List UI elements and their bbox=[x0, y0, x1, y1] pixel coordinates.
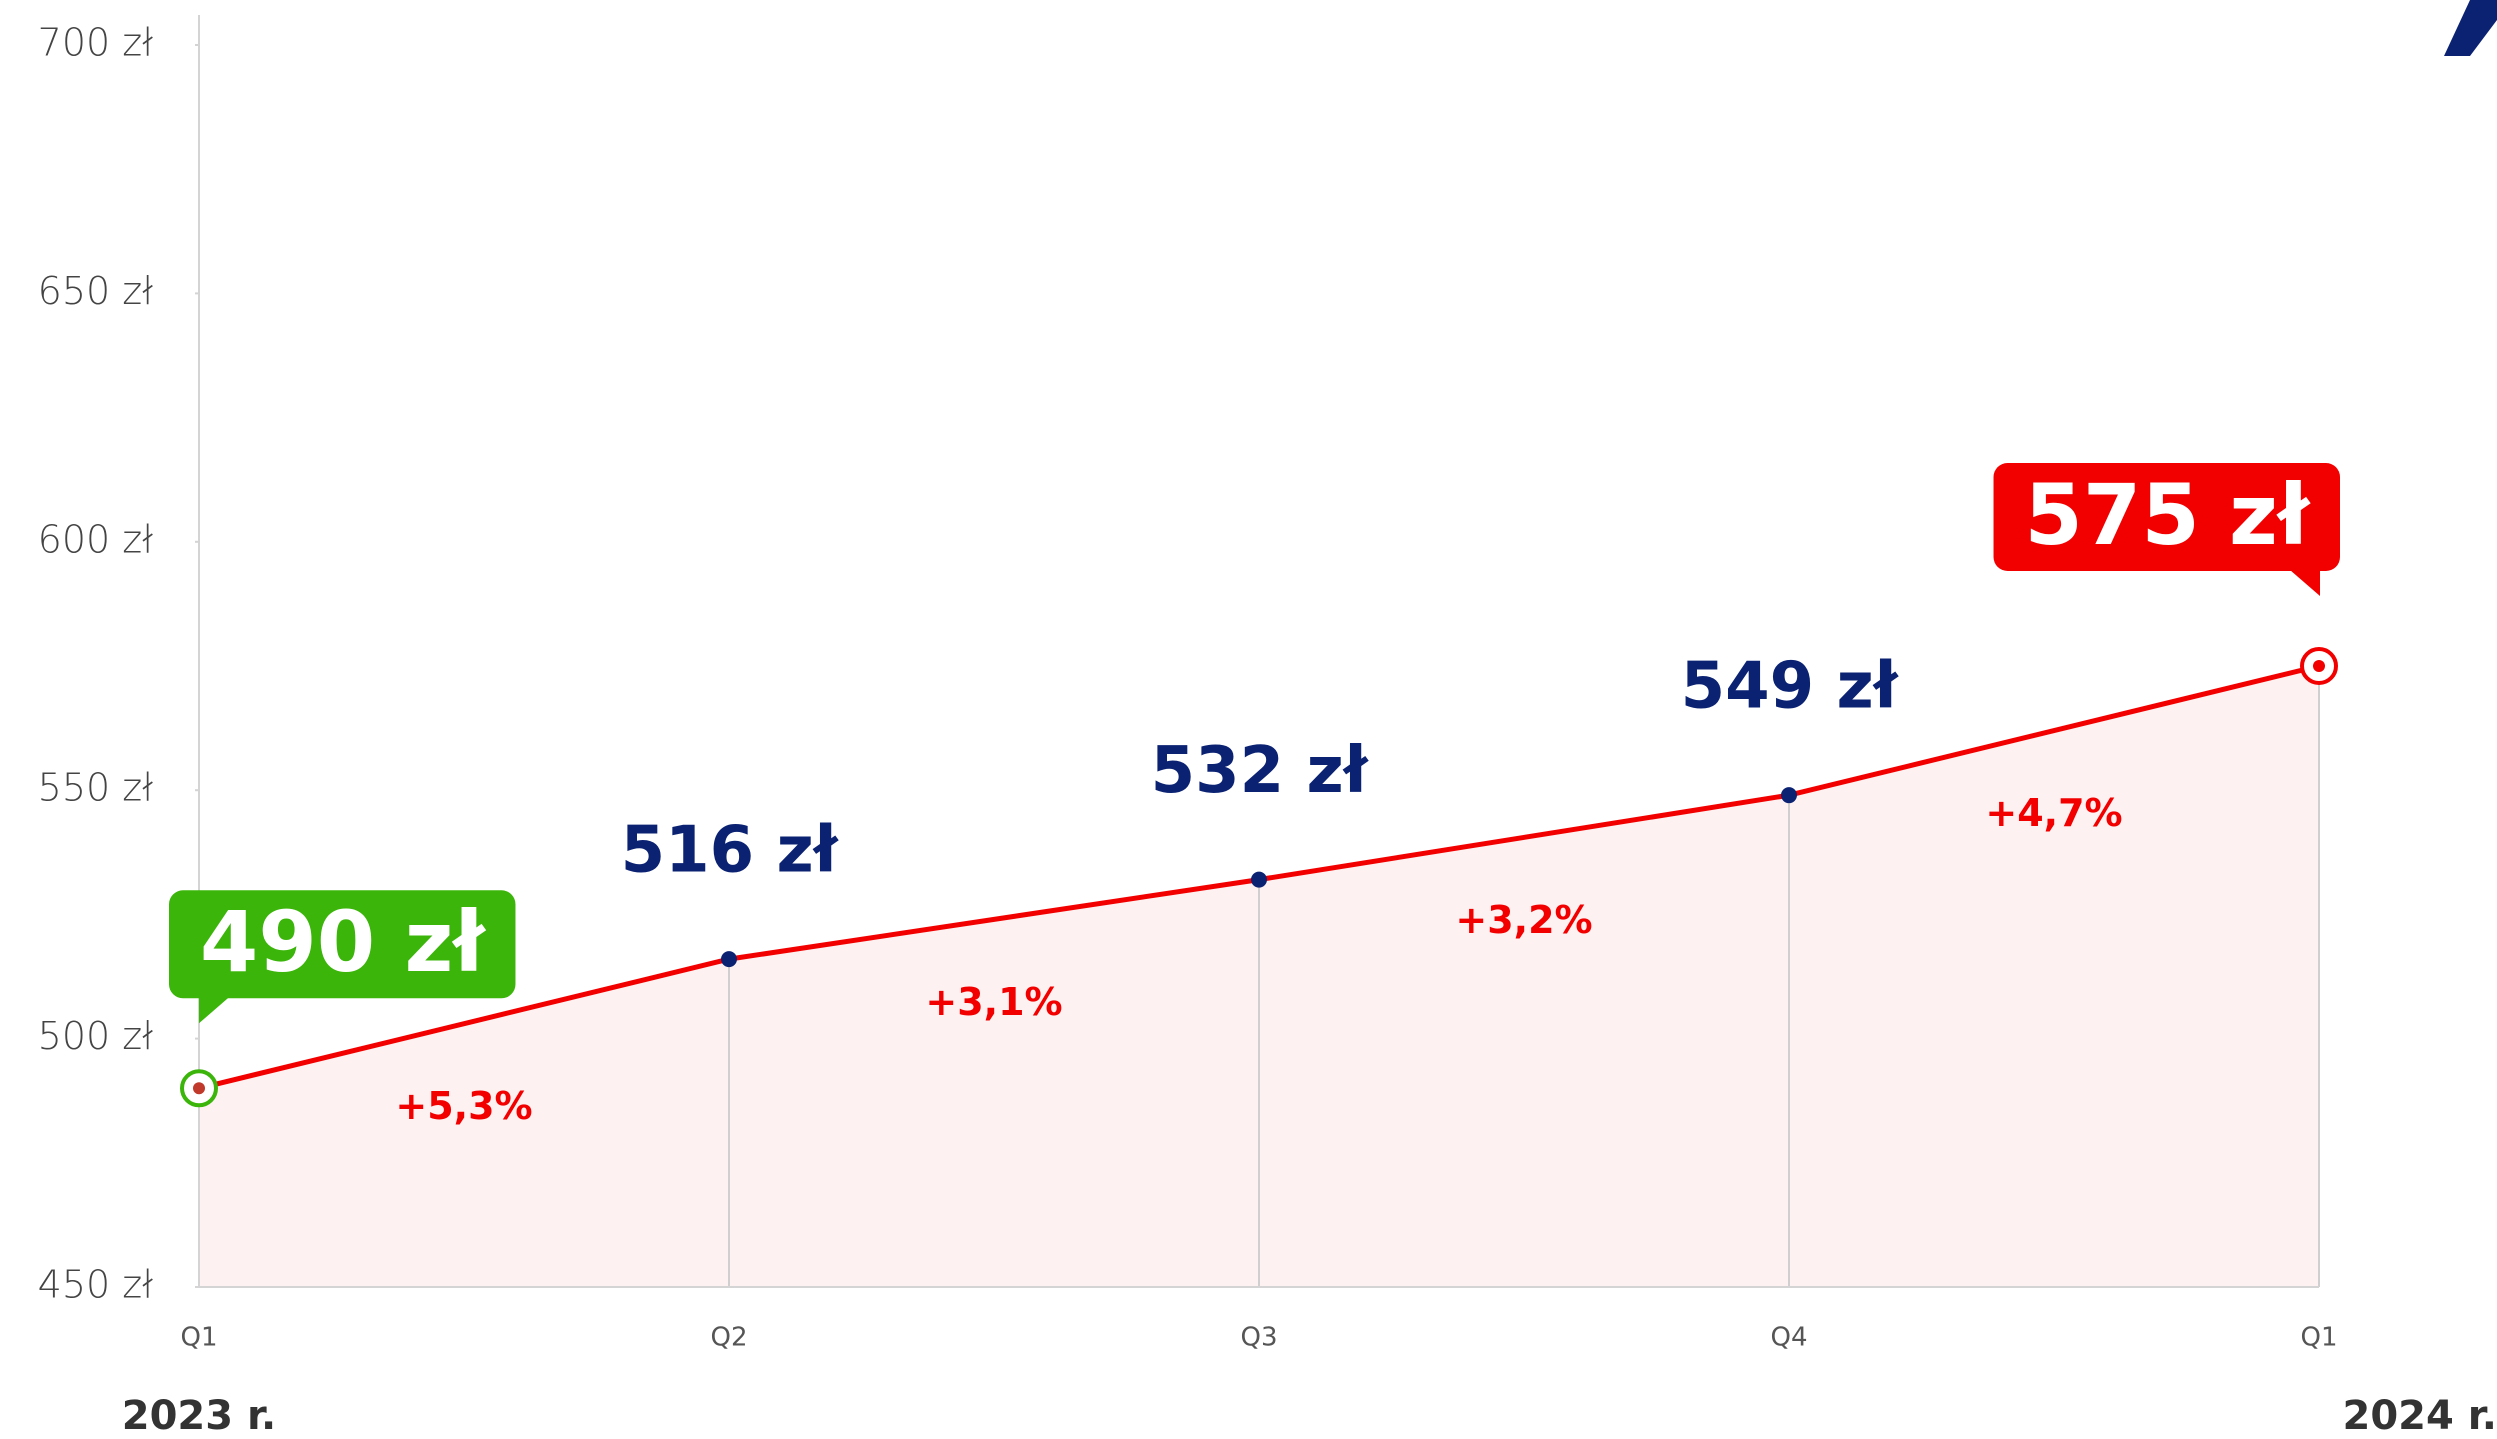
value-label: 549 zł bbox=[1681, 650, 1899, 724]
change-label: +5,3% bbox=[395, 1084, 532, 1128]
value-label: 516 zł bbox=[621, 814, 839, 888]
y-tick-label: 600 zł bbox=[38, 517, 154, 561]
marker-dot bbox=[2313, 660, 2325, 672]
y-tick-label: 500 zł bbox=[38, 1014, 154, 1058]
callout-tail bbox=[2290, 570, 2320, 596]
y-tick-label: 550 zł bbox=[38, 766, 154, 810]
x-tick-label: Q3 bbox=[1240, 1323, 1277, 1353]
marker-dot bbox=[193, 1082, 205, 1095]
y-tick-label: 700 zł bbox=[38, 21, 154, 65]
value-callout: 490 zł bbox=[169, 890, 516, 1024]
change-label: +3,1% bbox=[925, 980, 1062, 1024]
marker bbox=[1781, 787, 1797, 804]
marker bbox=[721, 951, 737, 968]
x-tick-label: Q4 bbox=[1770, 1323, 1807, 1353]
y-tick-label: 650 zł bbox=[38, 269, 154, 313]
period-label: 2023 r. bbox=[122, 1393, 276, 1439]
x-tick-label: Q1 bbox=[180, 1323, 217, 1353]
period-label: 2024 r. bbox=[2343, 1393, 2497, 1439]
change-label: +4,7% bbox=[1985, 791, 2122, 835]
value-label: 490 zł bbox=[200, 893, 486, 991]
callout-tail bbox=[199, 997, 229, 1024]
callout-box bbox=[169, 890, 516, 999]
value-label: 532 zł bbox=[1151, 734, 1369, 808]
callout-box bbox=[1993, 463, 2340, 571]
value-callout: 575 zł bbox=[1993, 463, 2340, 596]
logo bbox=[2444, 0, 2497, 56]
change-label: +3,2% bbox=[1455, 898, 1592, 942]
x-tick-label: Q2 bbox=[710, 1323, 747, 1353]
value-label: 575 zł bbox=[2024, 466, 2310, 564]
marker bbox=[1251, 871, 1267, 888]
x-tick-label: Q1 bbox=[2300, 1323, 2337, 1353]
y-tick-label: 450 zł bbox=[38, 1263, 154, 1307]
